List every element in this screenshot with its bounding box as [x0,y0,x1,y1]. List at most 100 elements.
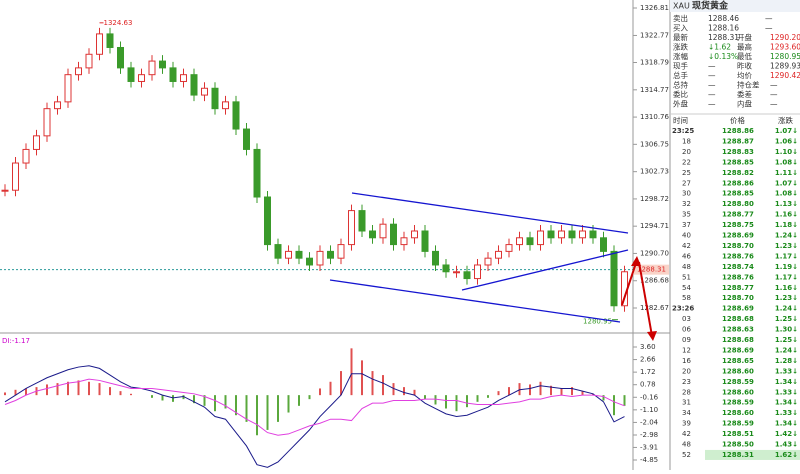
tick-change: 1.33↓ [775,388,798,396]
tick-change: 1.07↓ [775,127,798,135]
candle [253,148,261,198]
candle [537,230,544,246]
tick-price: 1288.69 [722,305,754,313]
candle [463,271,471,280]
tick-change: 1.17↓ [775,273,798,281]
quote-cell: — [765,14,773,23]
tick-price: 1288.74 [722,263,754,271]
tick-change: 1.24↓ [775,346,798,354]
candle [33,135,40,150]
tick-change: 1.16↓ [775,211,798,219]
y-tick-label: -4.85 [640,456,658,464]
candle [201,87,208,96]
candle [274,244,282,259]
quote-cell: ↓1.62 [708,43,731,52]
candle [600,237,607,252]
tick-change: 1.10↓ [775,148,798,156]
candle [54,101,61,110]
tick-change: 1.18↓ [775,221,798,229]
candle [264,196,271,246]
tick-change: 1.06↓ [775,137,798,145]
quote-cell: 最低 [737,51,752,61]
quote-cell: 1293.60 [770,43,800,52]
candle [306,257,313,266]
tick-price: 1288.60 [722,367,754,375]
tick-price: 1288.87 [722,137,754,145]
tick-change: 1.19↓ [775,263,798,271]
y-tick-label: 1322.77 [640,31,669,39]
tick-price: 1288.31 [722,451,754,459]
candle [106,33,114,48]
tick-price: 1288.77 [722,211,754,219]
tick-price: 1288.70 [722,242,754,250]
candle [75,67,82,76]
quote-cell: 总手 [673,70,688,80]
tick-time: 06 [682,326,691,334]
tick-price: 1288.68 [722,315,754,323]
quote-cell: — [708,81,716,90]
quote-cell: — [708,71,716,80]
tick-time: 42 [682,242,691,250]
tick-price: 1288.83 [722,148,754,156]
quote-cell: — [708,90,716,99]
y-tick-label: 1318.79 [640,59,669,67]
tick-price: 1288.82 [722,169,754,177]
tick-price: 1288.60 [722,388,754,396]
y-tick-label: 1.72 [640,368,656,376]
quote-cell: 1288.16 [708,24,739,33]
candle [117,46,124,69]
tick-price: 1288.60 [722,409,754,417]
y-tick-label: 1294.71 [640,222,669,230]
tick-change: 1.34↓ [775,420,798,428]
tick-price: 1288.85 [722,158,754,166]
quote-cell: 昨收 [737,61,752,71]
quote-cell: 开盘 [737,32,752,42]
tick-time: 42 [682,430,691,438]
quote-cell: 委比 [673,89,688,99]
current-tag [634,264,669,275]
quote-cell: 1290.20 [770,33,800,42]
panel-header [670,0,800,12]
tick-price: 1288.59 [722,399,754,407]
tick-price: 1288.86 [722,127,754,135]
tick-change: 1.24↓ [775,305,798,313]
candle [474,264,481,280]
y-tick-label: -1.10 [640,406,658,414]
candle [568,230,576,239]
tick-price: 1288.75 [722,221,754,229]
tick-time: 48 [682,263,691,271]
quote-cell: — [770,90,778,99]
candle [295,250,303,259]
y-tick-label: 1286.68 [640,277,669,285]
y-tick-label: -0.16 [640,393,659,401]
candle [516,237,523,246]
current-label: 1288.31 [637,266,666,274]
y-tick-label: 1302.73 [640,168,669,176]
candle [442,264,450,273]
tick-time: 31 [682,399,691,407]
tick-time: 20 [682,367,691,375]
tick-price: 1288.51 [722,430,754,438]
candle [411,230,418,239]
quote-cell: — [765,24,773,33]
tick-change: 1.34↓ [775,399,798,407]
tick-price: 1288.76 [722,252,754,260]
quote-cell: 现手 [673,61,688,71]
quote-cell: 最新 [673,32,688,42]
tick-time: 23:26 [672,305,694,313]
tick-time: 40 [682,232,691,240]
tick-time: 27 [682,179,691,187]
arrow-down [638,261,653,337]
quote-cell: 均价 [737,70,752,80]
tick-change: 1.07↓ [775,179,798,187]
candle [390,223,397,246]
y-tick-label: 1282.67 [640,304,669,312]
tick-change: 1.11↓ [775,169,798,177]
tick-time: 18 [682,137,691,145]
tick-time: 16 [682,357,691,365]
channel-lower [329,279,621,323]
candle [348,210,355,246]
y-tick-label: 1314.77 [640,86,669,94]
tick-header: 时间 [673,115,688,125]
tick-price: 1288.70 [722,294,754,302]
